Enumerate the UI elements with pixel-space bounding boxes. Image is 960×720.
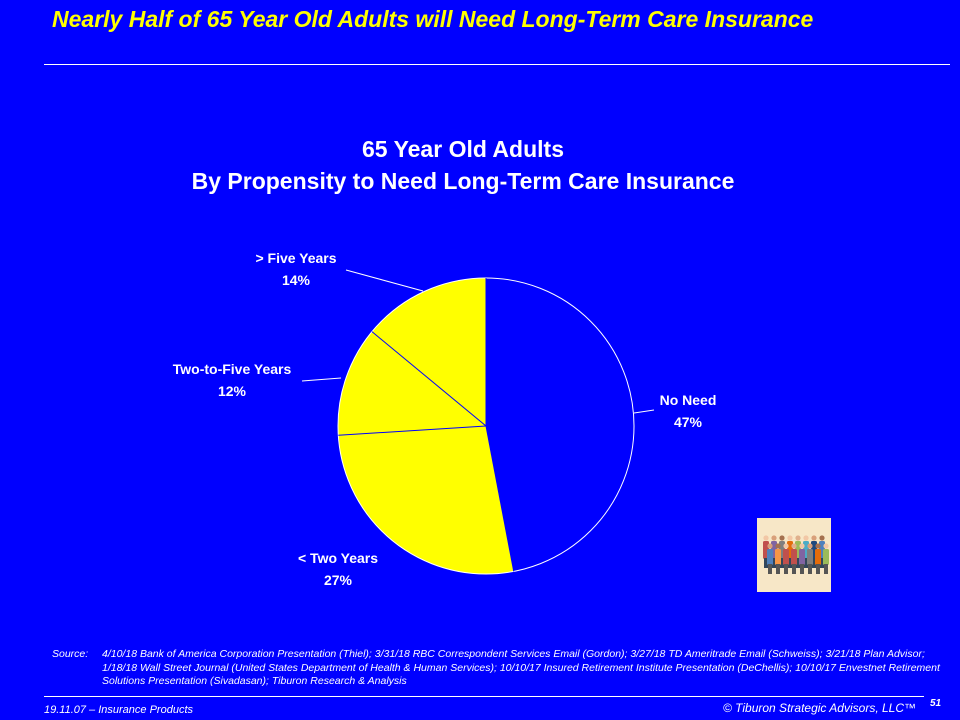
pie-slices bbox=[337, 277, 635, 575]
leader-line bbox=[345, 269, 424, 292]
page-number: 51 bbox=[930, 698, 942, 709]
slice-separator bbox=[338, 425, 487, 436]
slice-value-label: 14% bbox=[282, 272, 311, 288]
slice-category-label: > Five Years bbox=[255, 250, 336, 266]
leader-lines bbox=[301, 269, 655, 414]
slice-separator bbox=[485, 425, 515, 572]
slice-category-label: No Need bbox=[660, 392, 717, 408]
slice-value-label: 12% bbox=[218, 383, 247, 399]
leader-line bbox=[633, 409, 655, 414]
slice-labels: No Need 47% < Two Years 27% Two-to-Five Year… bbox=[173, 250, 717, 588]
people-icon bbox=[757, 518, 831, 592]
source-label: Source: bbox=[52, 648, 89, 660]
pie-slice-no-need bbox=[486, 278, 635, 572]
leader-line bbox=[301, 377, 342, 382]
pie-slice-two-years bbox=[338, 426, 514, 574]
pie-slice-five-years bbox=[371, 278, 486, 426]
people-group-image bbox=[757, 518, 831, 592]
title-divider bbox=[44, 64, 950, 65]
slice-category-label: < Two Years bbox=[298, 550, 378, 566]
chart-title-line1: 65 Year Old Adults bbox=[362, 136, 564, 162]
slice-separator bbox=[371, 331, 487, 427]
slice-value-label: 27% bbox=[324, 572, 353, 588]
pie-slice-two-to-five-years bbox=[338, 331, 486, 436]
slice-category-label: Two-to-Five Years bbox=[173, 361, 292, 377]
slide-title: Nearly Half of 65 Year Old Adults will N… bbox=[52, 6, 814, 32]
footer-deck-label: 19.11.07 – Insurance Products bbox=[44, 704, 194, 716]
chart-title-line2: By Propensity to Need Long-Term Care Ins… bbox=[192, 168, 735, 194]
source-text: 4/10/18 Bank of America Corporation Pres… bbox=[102, 648, 940, 687]
footer-copyright: © Tiburon Strategic Advisors, LLC™ bbox=[722, 701, 916, 715]
footer-divider bbox=[44, 696, 924, 697]
slice-value-label: 47% bbox=[674, 414, 703, 430]
pie-chart: 65 Year Old Adults By Propensity to Need… bbox=[173, 136, 735, 588]
